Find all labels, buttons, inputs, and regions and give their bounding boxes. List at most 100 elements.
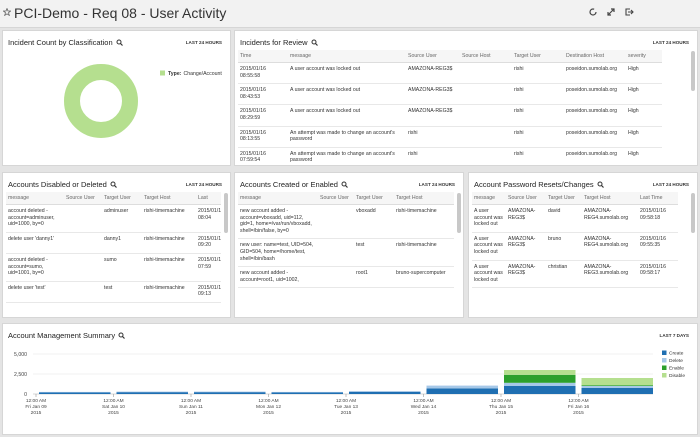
x-tick-label: 12:00 AM (258, 398, 278, 404)
time-range: LAST 24 HOURS (418, 182, 455, 187)
legend-label[interactable]: Create (669, 351, 684, 357)
search-icon[interactable] (597, 181, 604, 188)
column-header[interactable]: message (288, 50, 406, 63)
scrollbar[interactable] (457, 193, 461, 233)
column-header[interactable]: message (238, 192, 318, 205)
column-header[interactable]: Target User (512, 50, 564, 63)
header: PCI-Demo - Req 08 - User Activity (0, 0, 700, 28)
data-table: Time message Source User Source Host Target … (238, 50, 662, 162)
column-header[interactable]: Target User (546, 192, 582, 205)
table-cell (64, 204, 102, 233)
panel: Accounts Created or Enabled LAST 24 HOURS… (234, 172, 464, 318)
panel: Account Management Summary LAST 7 DAYS 0 2,… (2, 323, 698, 435)
table-cell: rishi (512, 104, 564, 127)
panel-title: Account Password Resets/Changes (474, 180, 604, 189)
table-wrap: message Source User Target User Target Host… (6, 192, 221, 314)
column-header[interactable]: Source User (318, 192, 354, 205)
table-row: new account added - account=root1, uid=1… (238, 266, 454, 289)
panel: Account Password Resets/Changes LAST 24 H… (468, 172, 698, 318)
panel-title: Accounts Disabled or Deleted (8, 180, 117, 189)
panel: Incidents for Review LAST 24 HOURS Time mes… (234, 30, 698, 166)
table-cell (64, 253, 102, 282)
column-header[interactable]: Target Host (582, 192, 638, 205)
time-range: LAST 24 HOURS (185, 40, 222, 45)
icon-part (341, 181, 347, 187)
table-cell: test (354, 238, 394, 268)
table-head: message Source User Target User Target Host… (472, 192, 678, 205)
x-tick-label: Fri Jan 16 (568, 404, 590, 410)
scrollbar[interactable] (691, 193, 695, 233)
search-icon[interactable] (341, 181, 348, 188)
legend-label[interactable]: Delete (669, 358, 683, 364)
table-row: delete user 'danny1' danny1 rishi-timemach… (6, 232, 221, 254)
column-header[interactable]: message (472, 192, 506, 205)
table-cell (460, 104, 512, 127)
column-header[interactable]: Last (196, 192, 221, 205)
search-icon[interactable] (311, 39, 318, 46)
column-header[interactable]: Target User (102, 192, 142, 205)
star-icon[interactable] (3, 8, 11, 16)
search-icon[interactable] (116, 39, 123, 46)
scrollbar[interactable] (691, 51, 695, 91)
legend-swatch (662, 350, 667, 355)
table-cell: AMAZONA-REG3.sumolab.org (582, 260, 638, 289)
table-cell: AMAZONA-REG3$ (406, 62, 460, 85)
table-cell: bruno-supercomputer (394, 266, 454, 289)
column-header[interactable]: severity (626, 50, 662, 63)
table-cell: rishi (406, 147, 460, 162)
table-cell: poseidon.sumolab.org (564, 83, 626, 106)
chart: Type: Change/Account (64, 64, 222, 138)
panel-title-text: Incident Count by Classification (8, 38, 113, 47)
search-icon[interactable] (110, 181, 117, 188)
table-cell: High (626, 126, 662, 148)
table-cell: 2015/01/16 09:58:18 (638, 204, 678, 233)
table-cell: rishi-timemachine (142, 204, 196, 233)
table-cell: rishi-timemachine (394, 204, 454, 240)
column-header[interactable]: Source Host (460, 50, 512, 63)
column-header[interactable]: Target Host (142, 192, 196, 205)
legend-label[interactable]: Enable (669, 366, 684, 372)
x-tick-label: 12:00 AM (413, 398, 433, 404)
search-icon[interactable] (118, 332, 126, 339)
column-header[interactable]: Last Time (638, 192, 678, 205)
table-cell: account deleted - account=sumo, uid=1001… (6, 253, 64, 282)
table-row: new account added - account=vboxadd, uid… (238, 204, 454, 240)
table-cell: AMAZONA-REG3$ (506, 260, 546, 289)
header-row: message Source User Target User Target Host (238, 192, 454, 205)
column-header[interactable]: message (6, 192, 64, 205)
scrollbar[interactable] (224, 193, 228, 233)
table-cell: AMAZONA-REG4.sumolab.org (582, 204, 638, 233)
bar-segment (116, 392, 188, 394)
table-cell: 2015/01/16 08:13:55 (238, 126, 288, 148)
table-cell: 2015/01/16 08:29:59 (238, 104, 288, 127)
column-header[interactable]: Target Host (394, 192, 454, 205)
table-cell: rishi-timemachine (142, 281, 196, 303)
x-tick-label: Fri Jan 09 (25, 404, 47, 410)
x-tick-label: 2015 (186, 410, 197, 416)
legend-text: Change/Account (183, 71, 222, 77)
column-header[interactable]: Source User (506, 192, 546, 205)
icon-part (110, 181, 116, 187)
column-header[interactable]: Time (238, 50, 288, 63)
column-header[interactable]: Target User (354, 192, 394, 205)
legend-label[interactable]: Disable (669, 373, 685, 379)
column-header[interactable]: Source User (406, 50, 460, 63)
table-cell: High (626, 83, 662, 106)
panel: Incident Count by Classification LAST 24 … (2, 30, 231, 166)
table-row: 2015/01/16 08:55:58 A user account was lo… (238, 62, 662, 85)
column-header[interactable]: Source User (64, 192, 102, 205)
fullscreen-icon[interactable] (606, 7, 616, 17)
table-cell: new account added - account=vboxadd, uid… (238, 204, 318, 240)
y-tick-label: 2,500 (14, 372, 27, 378)
table-cell: poseidon.sumolab.org (564, 104, 626, 127)
refresh-icon[interactable] (588, 7, 598, 17)
table-cell: delete user 'test' (6, 281, 64, 303)
column-header[interactable]: Destination Host (564, 50, 626, 63)
panel: Accounts Disabled or Deleted LAST 24 HOUR… (2, 172, 231, 318)
bar-segment (194, 392, 266, 394)
table-cell: AMAZONA-REG3$ (406, 104, 460, 127)
table-cell: poseidon.sumolab.org (564, 62, 626, 85)
exit-icon[interactable] (624, 7, 634, 17)
table-cell: root1 (354, 266, 394, 289)
